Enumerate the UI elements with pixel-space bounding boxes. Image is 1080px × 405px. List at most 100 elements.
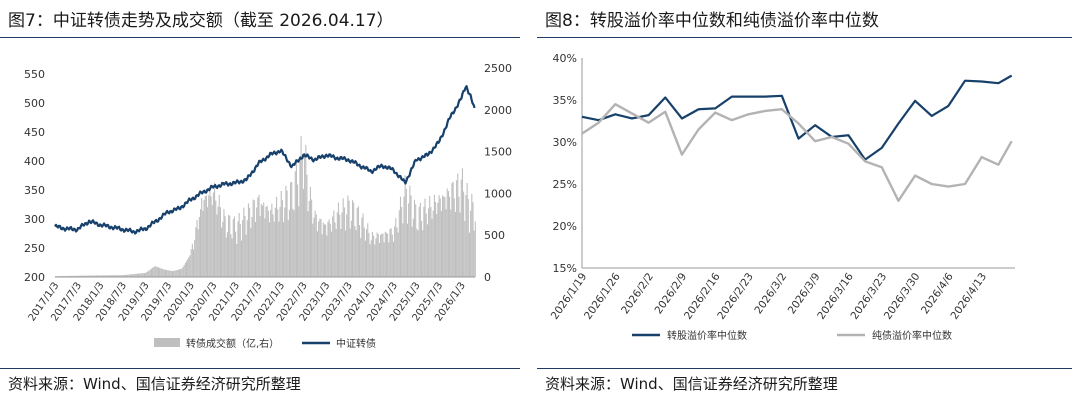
volume-bar	[313, 217, 315, 277]
volume-bar	[461, 168, 464, 277]
volume-bar	[333, 210, 335, 277]
volume-bar	[67, 275, 69, 277]
volume-bar	[202, 210, 204, 277]
volume-bar	[424, 198, 426, 277]
volume-bar	[236, 244, 238, 277]
figure-7-title: 图7：中证转债走势及成交额（截至 2026.04.17）	[8, 11, 394, 31]
volume-bar	[176, 269, 178, 277]
volume-bar	[381, 233, 383, 277]
volume-bar	[449, 196, 451, 277]
volume-bar	[369, 244, 371, 277]
volume-bar	[325, 224, 327, 277]
volume-bar	[156, 267, 158, 277]
volume-bar	[79, 275, 81, 277]
volume-bar	[298, 206, 300, 277]
volume-bar	[118, 275, 120, 277]
volume-bar	[107, 275, 109, 277]
volume-bar	[114, 275, 116, 277]
volume-bar	[187, 259, 189, 277]
volume-bar	[322, 222, 324, 277]
volume-bar	[190, 249, 192, 277]
figure-7-top-rule	[0, 37, 520, 38]
right-axis-tick-label: 0	[484, 271, 491, 284]
volume-bar	[219, 207, 221, 277]
volume-bar	[460, 179, 462, 277]
volume-bar	[411, 226, 413, 277]
volume-bar	[446, 188, 448, 277]
legend-volume-swatch	[154, 338, 180, 347]
left-axis-tick-label: 350	[24, 184, 45, 197]
volume-bar	[321, 234, 323, 277]
volume-bar	[397, 232, 399, 277]
volume-bar	[357, 206, 359, 277]
volume-bar	[257, 197, 259, 277]
volume-bar	[178, 269, 181, 277]
volume-bar	[115, 275, 117, 277]
volume-bar	[352, 200, 354, 277]
volume-bar	[209, 187, 211, 277]
volume-bar	[247, 203, 250, 277]
volume-bar	[404, 175, 406, 277]
volume-bar	[390, 228, 392, 277]
volume-bar	[304, 154, 306, 277]
volume-bar	[332, 216, 334, 277]
volume-bar	[336, 212, 338, 277]
volume-bar	[359, 224, 361, 277]
volume-bar	[467, 199, 469, 277]
legend-volume-label: 转债成交额（亿,右）	[186, 337, 279, 350]
volume-bar	[285, 185, 287, 277]
volume-bar	[258, 194, 260, 277]
volume-bar	[277, 209, 279, 277]
volume-bar	[177, 269, 179, 277]
volume-bar	[423, 206, 425, 277]
volume-bar	[267, 210, 269, 277]
volume-bar	[293, 210, 295, 277]
volume-bar	[426, 224, 428, 277]
volume-bar	[132, 274, 134, 277]
legend-conversion-label: 转股溢价率中位数	[667, 329, 747, 342]
volume-bar	[320, 219, 322, 277]
volume-bar	[175, 270, 177, 277]
left-axis-tick-label: 200	[24, 271, 45, 284]
volume-bar	[192, 249, 195, 277]
volume-bar	[116, 275, 119, 277]
volume-bar	[136, 273, 138, 277]
volume-bar	[122, 275, 124, 277]
volume-bar	[196, 219, 198, 277]
volume-bar	[319, 218, 321, 277]
volume-bar	[349, 228, 351, 277]
volume-bar	[184, 263, 186, 277]
volume-bar	[106, 275, 108, 277]
volume-bar	[270, 210, 272, 277]
left-axis-tick-label: 550	[24, 68, 45, 81]
volume-bar	[431, 218, 433, 277]
volume-bar	[370, 240, 372, 277]
volume-bar	[112, 275, 114, 277]
volume-bar	[403, 196, 405, 277]
volume-bar	[100, 275, 102, 277]
volume-bar	[459, 212, 461, 277]
volume-bar	[361, 217, 363, 277]
volume-bar	[286, 190, 288, 277]
volume-bar	[174, 270, 176, 277]
volume-bar	[335, 228, 337, 277]
pure-bond-premium-line	[581, 103, 1013, 202]
volume-bar	[389, 229, 391, 277]
volume-bar	[140, 273, 142, 277]
volume-bar	[463, 191, 465, 277]
volume-bar	[232, 219, 234, 277]
volume-bar	[121, 275, 123, 277]
volume-bar	[437, 202, 439, 277]
y-axis-tick-label: 25%	[553, 178, 577, 191]
volume-bar	[99, 275, 101, 277]
volume-bar	[314, 210, 316, 277]
volume-bar	[80, 275, 82, 277]
volume-bar	[373, 235, 375, 277]
volume-bar	[363, 227, 365, 277]
volume-bar	[406, 223, 409, 277]
volume-bar	[223, 209, 225, 277]
volume-bar	[182, 266, 184, 277]
volume-bar	[458, 196, 460, 277]
volume-bar	[356, 208, 358, 277]
volume-bar	[92, 275, 94, 277]
